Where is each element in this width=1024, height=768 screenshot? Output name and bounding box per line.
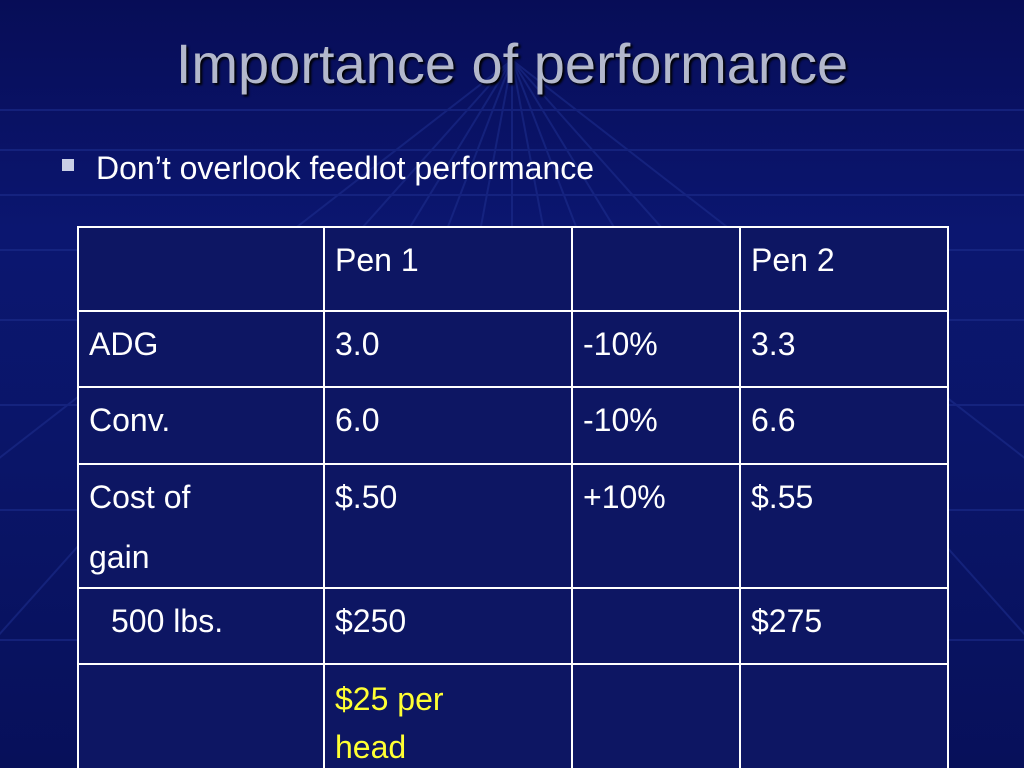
table-cell: -10%	[571, 386, 741, 465]
table-row: Cost of gain $.50 +10% $.55	[77, 463, 949, 589]
table-cell: $.50	[323, 463, 573, 589]
table-row: Conv. 6.0 -10% 6.6	[77, 386, 949, 465]
per-head-line-1: $25 per	[335, 681, 444, 717]
table-cell: 3.0	[323, 310, 573, 388]
table-cell: 6.6	[739, 386, 949, 465]
square-bullet-icon	[62, 159, 74, 171]
table-row: ADG 3.0 -10% 3.3	[77, 310, 949, 388]
table-cell: +10%	[571, 463, 741, 589]
header-pen-1: Pen 1	[323, 226, 573, 312]
header-pen-2: Pen 2	[739, 226, 949, 312]
table-cell	[571, 226, 741, 312]
row-label-500-lbs: 500 lbs.	[77, 587, 325, 665]
performance-table: Pen 1 Pen 2 ADG 3.0 -10% 3.3 Conv. 6.0 -…	[77, 226, 949, 768]
table-row: 500 lbs. $250 $275	[77, 587, 949, 665]
table-cell: $275	[739, 587, 949, 665]
row-label-adg: ADG	[77, 310, 325, 388]
table-cell: $250	[323, 587, 573, 665]
table-header-row: Pen 1 Pen 2	[77, 226, 949, 312]
table-cell: $.55	[739, 463, 949, 589]
table-cell	[77, 226, 325, 312]
per-head-line-2: head	[335, 729, 407, 765]
cost-of-gain-line-1: Cost of	[89, 479, 191, 515]
table-cell	[77, 663, 325, 768]
row-label-cost-of-gain: Cost of gain	[77, 463, 325, 589]
row-label-conv: Conv.	[77, 386, 325, 465]
table-cell	[571, 663, 741, 768]
table-cell	[739, 663, 949, 768]
table-cell: 3.3	[739, 310, 949, 388]
table-cell: 6.0	[323, 386, 573, 465]
slide-title: Importance of performance	[175, 32, 849, 95]
table-cell	[571, 587, 741, 665]
cost-of-gain-line-2: gain	[89, 539, 150, 575]
table-row: $25 per head	[77, 663, 949, 768]
per-head-difference: $25 per head	[323, 663, 573, 768]
bullet-item: Don’t overlook feedlot performance	[62, 146, 594, 190]
table-cell: -10%	[571, 310, 741, 388]
bullet-text: Don’t overlook feedlot performance	[96, 150, 595, 186]
